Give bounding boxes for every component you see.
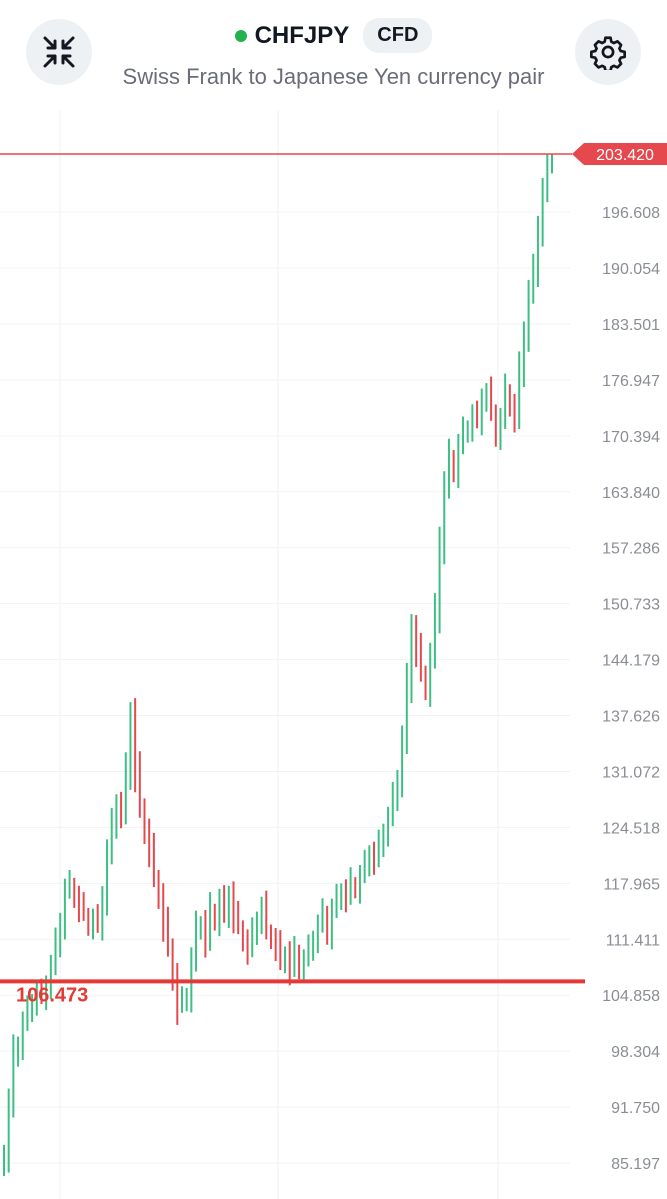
- price-axis: 196.608 190.054 183.501 176.947 170.394 163.8…: [602, 205, 660, 1173]
- chart-overlays: 203.420 106.473: [0, 143, 667, 1006]
- price-tick-label: 137.626: [602, 709, 660, 726]
- current-price-tag: [572, 143, 667, 165]
- current-price-label: 203.420: [596, 147, 654, 164]
- symbol-description: Swiss Frank to Japanese Yen currency pai…: [122, 64, 545, 89]
- price-tick-label: 144.179: [602, 653, 660, 670]
- collapse-arrows-icon: [43, 36, 75, 68]
- symbol-title: CHFJPY CFD: [0, 18, 667, 53]
- chart-grid: [0, 110, 570, 1199]
- market-status-dot: [234, 29, 247, 42]
- settings-button[interactable]: [575, 19, 641, 85]
- price-tick-label: 176.947: [602, 373, 660, 390]
- price-tick-label: 117.965: [603, 876, 660, 893]
- price-tick-label: 131.072: [602, 764, 660, 781]
- price-tick-label: 150.733: [602, 597, 660, 614]
- price-tick-label: 163.840: [602, 485, 660, 502]
- price-tick-label: 183.501: [602, 317, 660, 334]
- price-tick-label: 111.411: [606, 932, 660, 949]
- horizontal-level-label: 106.473: [16, 984, 88, 1006]
- chart-header: CHFJPY CFD Swiss Frank to Japanese Yen c…: [0, 0, 667, 110]
- candles: [3, 154, 553, 1176]
- instrument-type-badge: CFD: [363, 18, 433, 53]
- price-tick-label: 170.394: [602, 429, 660, 446]
- gear-icon: [590, 36, 626, 70]
- price-tick-label: 124.518: [602, 820, 660, 837]
- price-tick-label: 91.750: [611, 1100, 660, 1117]
- price-tick-label: 98.304: [611, 1044, 660, 1061]
- price-tick-label: 104.858: [602, 988, 660, 1005]
- price-tick-label: 196.608: [602, 205, 660, 222]
- collapse-button[interactable]: [26, 19, 92, 85]
- symbol-name[interactable]: CHFJPY: [254, 21, 350, 49]
- price-tick-label: 85.197: [611, 1156, 660, 1173]
- price-tick-label: 157.286: [602, 541, 660, 558]
- price-tick-label: 190.054: [602, 261, 660, 278]
